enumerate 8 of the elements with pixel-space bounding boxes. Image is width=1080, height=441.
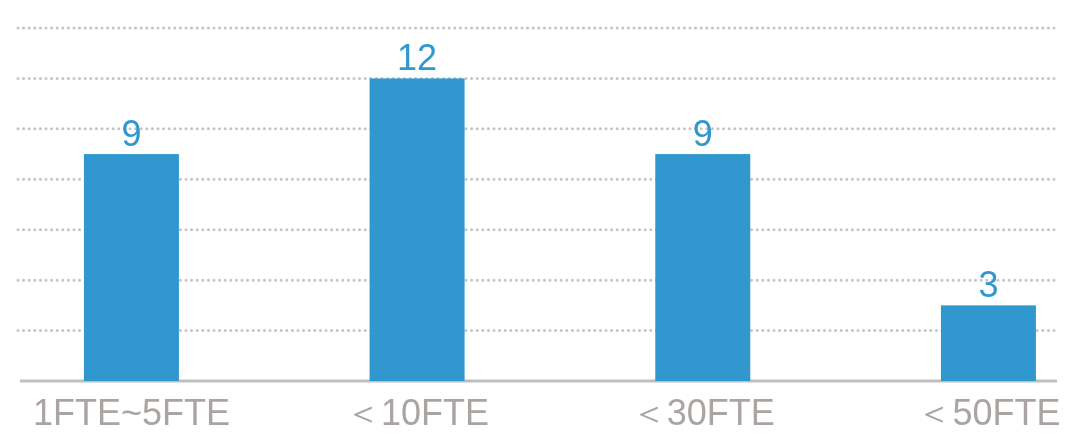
data-label: 9 xyxy=(692,113,713,155)
x-tick-label: 1FTE~5FTE xyxy=(32,392,230,433)
x-tick-label: ＜10FTE xyxy=(345,392,490,433)
data-label: 12 xyxy=(397,37,438,79)
data-label: 9 xyxy=(121,113,142,155)
x-tick-label: ＜50FTE xyxy=(916,392,1061,433)
data-label: 3 xyxy=(978,264,999,306)
x-tick-label: ＜30FTE xyxy=(630,392,775,433)
